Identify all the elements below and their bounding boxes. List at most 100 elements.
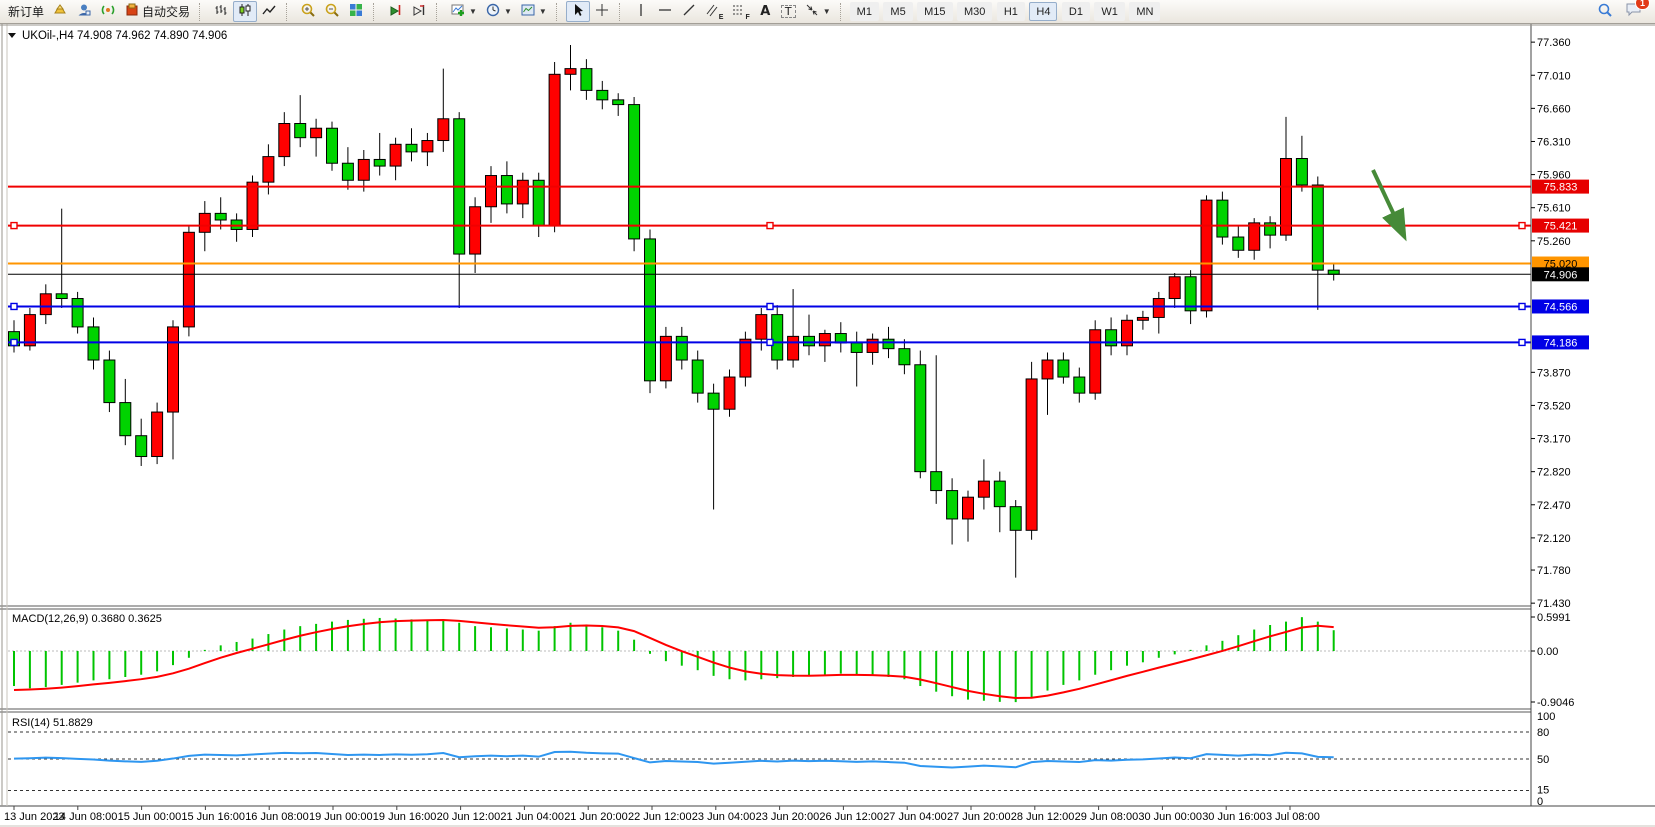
line-handle[interactable]	[10, 338, 18, 347]
tile-windows-button[interactable]	[344, 1, 368, 22]
text-tool-button[interactable]: A	[754, 1, 777, 22]
line-handle[interactable]	[10, 221, 18, 230]
chevron-down-icon: ▼	[822, 6, 831, 16]
horizontal-line-tool-button[interactable]	[653, 1, 677, 22]
zoom-in-button[interactable]	[296, 1, 320, 22]
cursor-icon	[570, 2, 586, 21]
candle	[71, 298, 84, 328]
candle	[135, 435, 148, 458]
candle	[1089, 329, 1102, 394]
candle	[310, 127, 323, 139]
auto-trading-button[interactable]: 自动交易	[120, 1, 194, 22]
new-order-button[interactable]: 新订单	[4, 1, 48, 22]
candle	[357, 158, 370, 181]
channel-tag: E	[718, 14, 724, 21]
candle	[326, 127, 338, 164]
market-watch-button[interactable]	[48, 1, 72, 22]
search-button[interactable]	[1593, 1, 1617, 22]
bar-chart-icon	[213, 2, 229, 21]
line-handle[interactable]	[766, 221, 774, 230]
bar-chart-type-button[interactable]	[209, 1, 233, 22]
arrows-icon	[804, 2, 820, 21]
cursor-tool-button[interactable]	[565, 1, 590, 22]
candle	[485, 175, 497, 208]
time-label: 27 Jun 20:00	[947, 811, 1011, 823]
candle	[866, 338, 879, 353]
timeframe-m15[interactable]: M15	[917, 2, 953, 22]
line-chart-type-button[interactable]	[257, 1, 281, 22]
candle	[421, 140, 434, 153]
candle	[1216, 199, 1229, 238]
line-handle[interactable]	[1518, 221, 1526, 230]
periods-button[interactable]: ▼	[481, 1, 516, 22]
time-label: 29 Jun 08:00	[1075, 811, 1139, 823]
hline-price-badge	[1532, 179, 1589, 194]
channel-tool-button[interactable]: E	[701, 1, 728, 22]
candle	[612, 99, 625, 106]
timeframe-m30[interactable]: M30	[957, 2, 993, 22]
arrows-tool-button[interactable]: ▼	[800, 1, 835, 22]
candle	[739, 338, 752, 378]
badge-label: 75.833	[1544, 182, 1578, 194]
text-label-tool-button[interactable]: T	[777, 1, 800, 22]
timeframe-m1[interactable]: M1	[849, 2, 879, 22]
chart-expand-arrow[interactable]	[8, 33, 16, 38]
macd-tick-label: 0.00	[1537, 646, 1558, 658]
timeframe-mn[interactable]: MN	[1129, 2, 1161, 22]
zoom-out-button[interactable]	[320, 1, 344, 22]
candle	[278, 123, 291, 158]
crosshair-tool-button[interactable]	[590, 1, 614, 22]
timeframe-d1[interactable]: D1	[1061, 2, 1090, 22]
candle	[1152, 298, 1165, 318]
vertical-line-tool-button[interactable]	[629, 1, 653, 22]
candle	[55, 293, 68, 300]
rsi-tick-label: 50	[1537, 754, 1549, 766]
candle	[580, 68, 593, 91]
line-handle[interactable]	[1518, 302, 1526, 311]
line-handle[interactable]	[10, 302, 18, 311]
toolbar-right-tools: 1	[1593, 0, 1651, 22]
vertical-line-icon	[633, 2, 649, 21]
signal-icon	[100, 2, 116, 21]
line-handle[interactable]	[766, 338, 774, 347]
time-label: 14 Jun 08:00	[54, 811, 118, 823]
notifications-button[interactable]: 1	[1625, 0, 1650, 22]
candle	[1041, 359, 1054, 380]
trendline-tool-button[interactable]	[677, 1, 701, 22]
fibonacci-tool-button[interactable]: F	[727, 1, 753, 22]
fibonacci-tag: F	[745, 14, 750, 21]
trend-arrow-annotation[interactable]	[1371, 169, 1407, 242]
candle	[898, 348, 911, 366]
timeframe-h1[interactable]: H1	[996, 2, 1025, 22]
timeframe-w1[interactable]: W1	[1094, 2, 1125, 22]
candle	[405, 143, 418, 153]
hlines-layer	[8, 185, 1531, 347]
candle	[1232, 236, 1245, 251]
timeframe-m5[interactable]: M5	[883, 2, 913, 22]
candle	[564, 68, 577, 75]
candlestick-chart-type-button[interactable]	[233, 1, 258, 22]
price-tick-label: 75.960	[1537, 170, 1571, 182]
line-handle[interactable]	[766, 302, 774, 311]
line-handle[interactable]	[1518, 338, 1526, 347]
candle	[182, 231, 195, 328]
time-label: 15 Jun 00:00	[118, 811, 182, 823]
support-agent-button[interactable]	[72, 1, 96, 22]
candle	[1200, 199, 1213, 312]
timeframe-h4[interactable]: H4	[1029, 2, 1058, 22]
signal-broadcast-button[interactable]	[96, 1, 120, 22]
price-tick-label: 71.430	[1537, 598, 1571, 610]
price-tick-label: 72.820	[1537, 467, 1571, 479]
badge-label: 75.421	[1544, 221, 1578, 233]
add-indicator-button[interactable]: ▼	[446, 1, 481, 22]
hline-price-badge	[1532, 218, 1589, 233]
candle	[946, 490, 959, 520]
auto-scroll-button[interactable]	[383, 1, 407, 22]
chart-shift-button[interactable]	[407, 1, 431, 22]
candle	[214, 212, 227, 221]
chart-canvas[interactable]: 77.360 77.010 76.660 76.310 75.960 75.610 75.2…	[0, 24, 1655, 827]
hline-price-badge	[1532, 335, 1589, 350]
templates-button[interactable]: ▼	[516, 1, 551, 22]
candle	[1009, 506, 1022, 531]
